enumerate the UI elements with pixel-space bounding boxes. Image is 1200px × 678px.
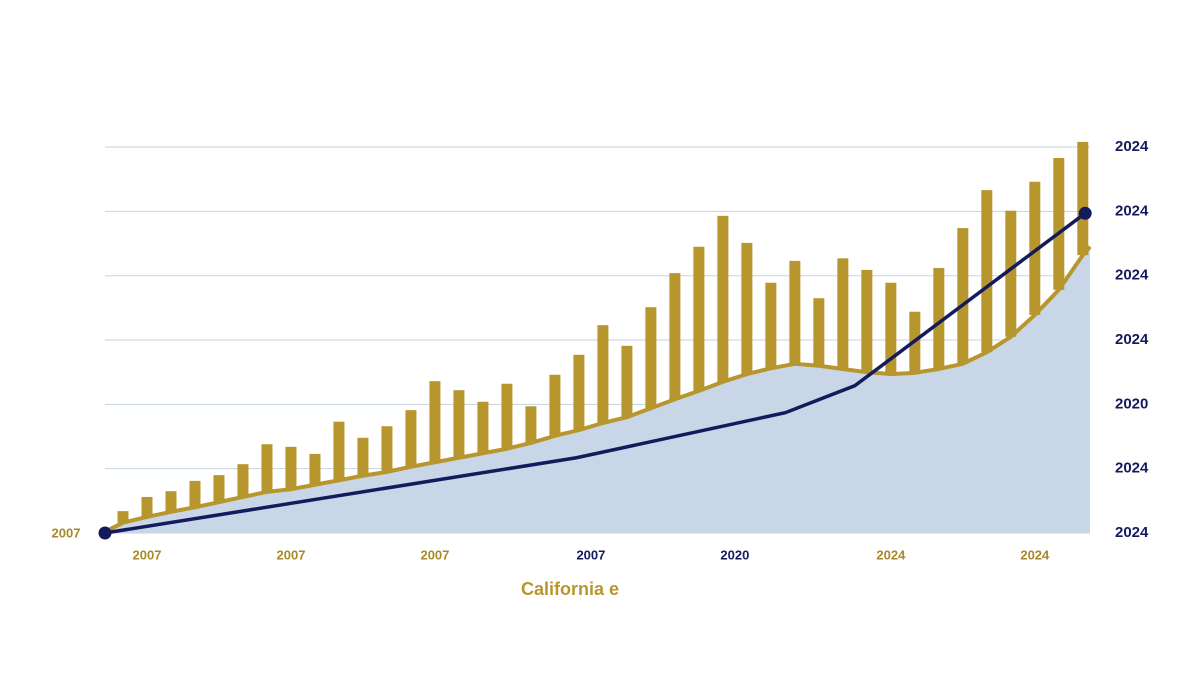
bar	[333, 421, 345, 481]
bar	[1053, 157, 1065, 290]
bar	[693, 246, 705, 391]
bar	[381, 426, 393, 472]
bar	[789, 260, 801, 364]
bar	[261, 444, 273, 492]
y-tick-label: 2024	[1115, 331, 1149, 348]
bar	[573, 354, 585, 431]
line-point	[98, 526, 112, 540]
bar	[861, 269, 873, 373]
area-line	[104, 245, 1092, 534]
x-tick-label: 2007	[277, 547, 306, 562]
bar	[1077, 141, 1089, 256]
bar	[1005, 210, 1017, 337]
x-tick-label: 2007	[576, 547, 605, 562]
bar	[477, 401, 489, 454]
bar	[165, 491, 177, 512]
x-tick-label: 2007	[133, 547, 162, 562]
bar	[933, 267, 945, 369]
y-tick-label: 2024	[1115, 460, 1149, 477]
bar	[405, 410, 417, 467]
bar	[885, 282, 897, 375]
y-tick-label: 2024	[1115, 267, 1149, 284]
area	[105, 246, 1090, 534]
bar	[597, 325, 609, 423]
bar	[285, 446, 297, 490]
x-tick-label: 2024	[1020, 547, 1050, 562]
line-point	[1078, 206, 1092, 220]
y-tick-label: 2024	[1115, 202, 1149, 219]
bar	[453, 390, 465, 458]
x-tick-label: 2020	[720, 547, 749, 562]
corner-label: 2007	[52, 525, 81, 540]
bar	[717, 215, 729, 382]
bar	[357, 437, 369, 476]
bar	[741, 242, 753, 375]
bar	[957, 228, 969, 364]
bar	[669, 273, 681, 400]
bar	[237, 464, 249, 497]
bar	[621, 345, 633, 418]
bar	[1029, 181, 1041, 315]
bar	[189, 480, 201, 508]
bar	[141, 496, 153, 517]
x-axis-label: California e	[521, 579, 619, 599]
y-tick-label: 2020	[1115, 395, 1148, 412]
x-tick-label: 2024	[876, 547, 906, 562]
bar	[837, 258, 849, 369]
bar	[765, 282, 777, 369]
x-tick-label: 2007	[420, 547, 449, 562]
bar	[525, 406, 537, 443]
y-tick-label: 2024	[1115, 138, 1149, 155]
bar	[813, 298, 825, 366]
bar	[645, 307, 657, 409]
bar	[501, 383, 513, 449]
bar	[117, 511, 129, 523]
y-tick-label: 2024	[1115, 524, 1149, 541]
line	[104, 211, 1087, 535]
bar	[309, 453, 321, 485]
bar	[213, 475, 225, 503]
bar	[429, 381, 441, 463]
bar	[981, 190, 993, 353]
bar	[549, 374, 561, 436]
